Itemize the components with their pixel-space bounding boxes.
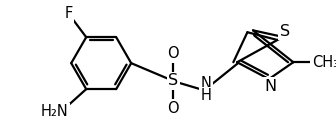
Text: O: O bbox=[168, 101, 179, 116]
Text: S: S bbox=[280, 24, 290, 39]
Text: O: O bbox=[168, 46, 179, 61]
Text: N: N bbox=[265, 79, 277, 94]
Text: H: H bbox=[201, 88, 212, 103]
Text: S: S bbox=[168, 73, 178, 88]
Text: F: F bbox=[64, 6, 73, 21]
Text: CH₃: CH₃ bbox=[312, 55, 336, 70]
Text: H₂N: H₂N bbox=[40, 104, 68, 119]
Text: N: N bbox=[201, 76, 212, 91]
